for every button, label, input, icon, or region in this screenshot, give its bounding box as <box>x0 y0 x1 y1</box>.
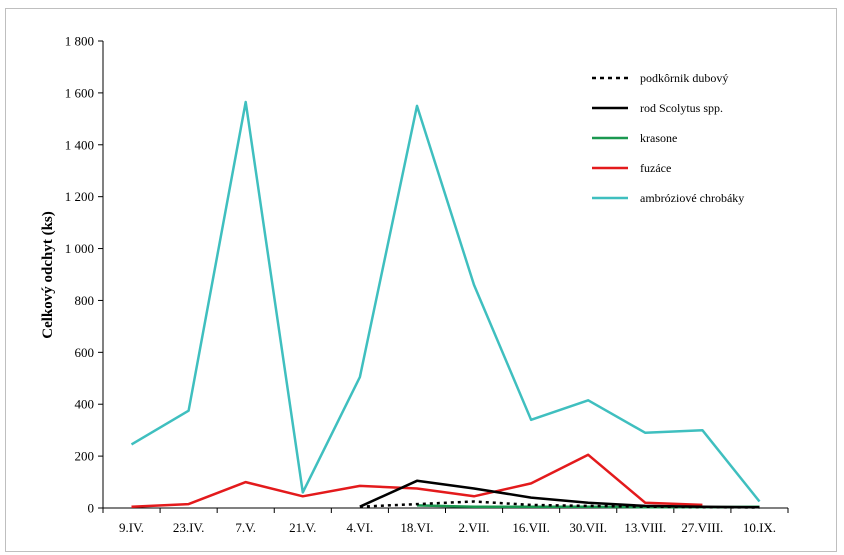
series-line-5 <box>130 100 761 503</box>
legend-label: podkôrnik dubový <box>640 71 728 85</box>
x-tick-label: 18.VI. <box>400 520 433 535</box>
series-layer <box>130 100 761 509</box>
x-tick-label: 9.IV. <box>119 520 144 535</box>
legend-label: ambróziové chrobáky <box>640 191 744 205</box>
y-tick-label: 800 <box>75 293 95 308</box>
axes: 0 200 400 600 800 1 000 1 200 1 400 1 600 1 800 9.… <box>65 34 789 535</box>
x-tick-label: 4.VI. <box>347 520 374 535</box>
y-tick-label: 1 200 <box>65 189 94 204</box>
legend: podkôrnik dubový rod Scolytus spp. krasone… <box>592 71 744 205</box>
x-tick-label: 30.VII. <box>569 520 607 535</box>
y-tick-label: 0 <box>88 501 95 516</box>
y-tick-label: 1 600 <box>65 85 94 100</box>
y-tick-label: 200 <box>75 449 95 464</box>
chart-frame <box>5 8 837 552</box>
x-tick-label: 23.IV. <box>173 520 205 535</box>
y-tick-label: 1 000 <box>65 241 94 256</box>
legend-label: fuzáce <box>640 161 671 175</box>
y-tick-label: 1 800 <box>65 34 94 49</box>
legend-label: krasone <box>640 131 677 145</box>
x-tick-label: 21.V. <box>289 520 316 535</box>
x-tick-label: 13.VIII. <box>624 520 666 535</box>
y-tick-label: 1 400 <box>65 137 94 152</box>
x-tick-label: 27.VIII. <box>681 520 723 535</box>
series-line-2 <box>359 479 760 509</box>
y-axis-label: Celkový odchyt (ks) <box>40 211 56 339</box>
legend-label: rod Scolytus spp. <box>640 101 723 115</box>
y-tick-label: 400 <box>75 397 95 412</box>
x-tick-label: 10.IX. <box>743 520 776 535</box>
series-line-4 <box>131 453 703 508</box>
y-tick-label: 600 <box>75 345 95 360</box>
x-tick-label: 7.V. <box>235 520 256 535</box>
x-tick-label: 16.VII. <box>512 520 550 535</box>
x-tick-label: 2.VII. <box>459 520 490 535</box>
